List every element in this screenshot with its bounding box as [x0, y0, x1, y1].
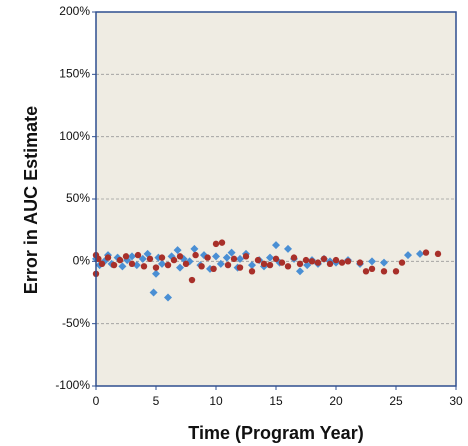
x-tick-label: 20 [329, 394, 343, 408]
point [128, 252, 136, 261]
x-tick-label: 5 [153, 394, 160, 408]
point [158, 259, 166, 268]
point [236, 254, 244, 263]
point [164, 261, 172, 269]
point [140, 263, 148, 270]
point [380, 258, 388, 267]
point [296, 267, 304, 276]
point [192, 251, 199, 259]
point [188, 276, 196, 284]
point [164, 293, 172, 302]
point [398, 259, 406, 266]
point [266, 253, 274, 262]
point [248, 268, 256, 275]
point [416, 249, 424, 258]
point [254, 256, 262, 264]
point [158, 254, 166, 261]
point [190, 244, 199, 253]
y-axis-title: Error in AUC Estimate [21, 106, 41, 294]
point [236, 264, 244, 271]
x-tick-label: 10 [209, 394, 223, 408]
point [368, 265, 376, 273]
y-tick-label: -50% [62, 316, 90, 330]
point [290, 254, 298, 261]
point [284, 263, 292, 270]
point [284, 244, 292, 253]
point [204, 254, 211, 261]
points [92, 239, 442, 302]
point [260, 260, 268, 268]
point [224, 261, 232, 269]
point [392, 268, 400, 275]
point [182, 260, 190, 268]
point [380, 268, 388, 275]
x-tick-label: 25 [389, 394, 403, 408]
point [368, 257, 376, 266]
point [242, 253, 250, 260]
point [128, 260, 136, 268]
point [95, 255, 102, 263]
point [230, 255, 238, 263]
point [134, 251, 142, 259]
point [326, 260, 334, 268]
point [122, 253, 130, 260]
point [118, 262, 127, 271]
y-tick-label: 0% [73, 254, 91, 268]
point [356, 259, 364, 266]
point [338, 259, 346, 266]
y-tick-label: 150% [59, 67, 90, 81]
point [218, 239, 226, 246]
point [198, 263, 205, 270]
point [272, 255, 280, 263]
labels: -100% -50% 0% 50% 100% 150% 200% 0 5 10 15 20 25 30 [55, 4, 463, 408]
point [176, 253, 184, 260]
point [212, 252, 220, 261]
point [152, 264, 160, 271]
y-tick-label: 100% [59, 129, 90, 143]
x-tick-label: 0 [93, 394, 100, 408]
point [227, 248, 236, 257]
point [98, 260, 106, 268]
point [272, 241, 280, 250]
point [332, 256, 340, 264]
point [362, 268, 370, 275]
point [222, 253, 231, 262]
point [248, 261, 256, 270]
point [308, 258, 316, 265]
point [266, 261, 274, 269]
point [138, 254, 147, 263]
point [422, 249, 430, 256]
y-tick-label: 200% [59, 4, 90, 18]
point [434, 250, 442, 258]
point [314, 259, 322, 266]
x-axis-title: Time (Program Year) [188, 423, 363, 443]
point [176, 263, 184, 272]
point [104, 254, 112, 261]
point [149, 288, 158, 297]
point [110, 261, 118, 269]
point [210, 265, 217, 273]
point [278, 259, 286, 266]
point [212, 240, 220, 248]
point [146, 255, 154, 263]
point [320, 255, 328, 263]
point [404, 251, 412, 260]
x-tick-label: 15 [269, 394, 283, 408]
point [296, 260, 304, 268]
point [152, 269, 160, 278]
point [170, 256, 178, 264]
point [173, 246, 182, 255]
point [302, 256, 310, 264]
point [344, 258, 352, 265]
y-tick-label: -100% [55, 378, 90, 392]
x-tick-label: 30 [449, 394, 463, 408]
point [216, 259, 225, 268]
y-tick-label: 50% [66, 191, 90, 205]
point [116, 256, 124, 264]
